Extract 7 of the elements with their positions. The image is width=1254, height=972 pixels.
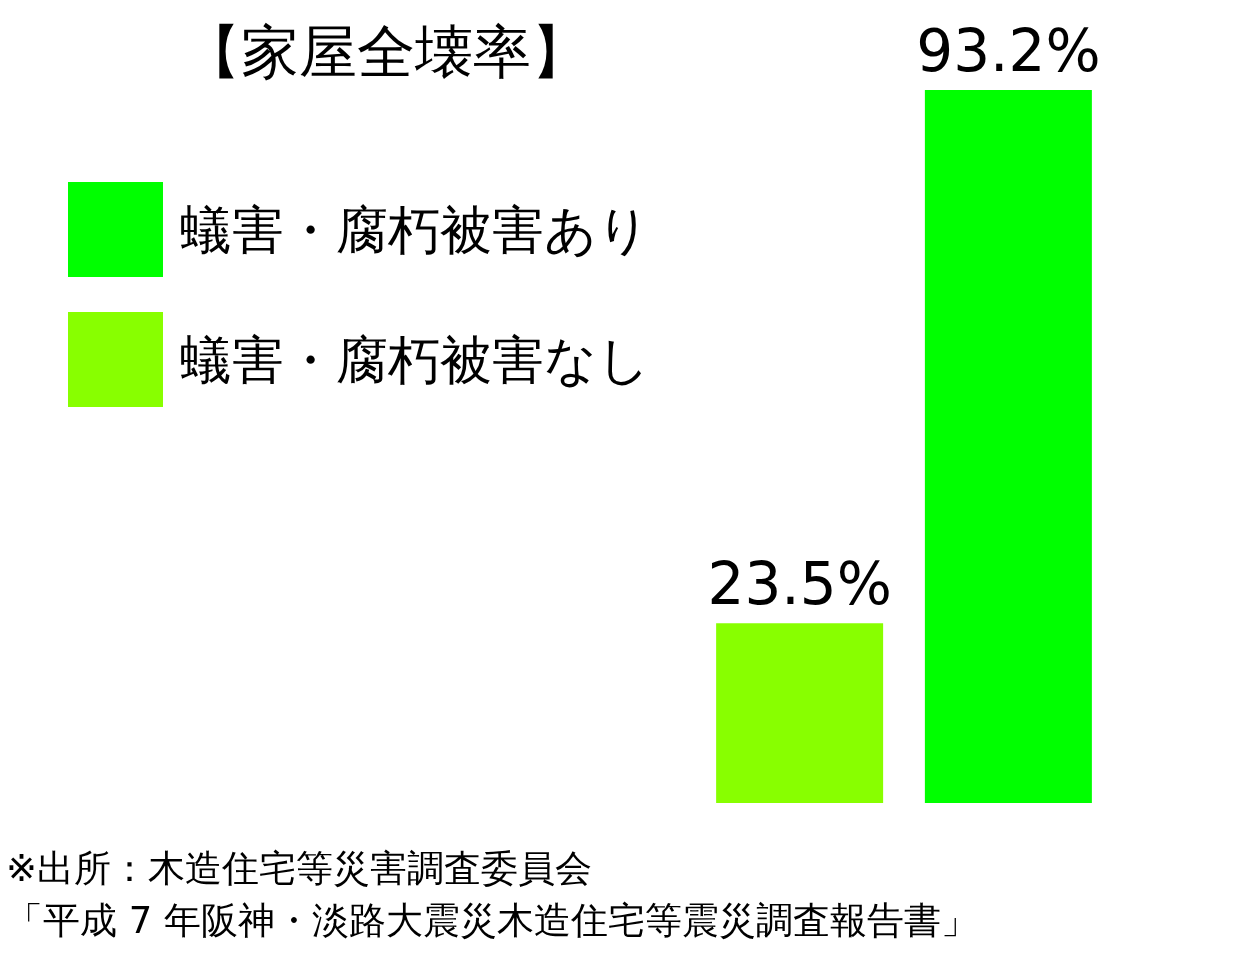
text: ※出所：木造住宅等災害調査委員会 bbox=[6, 847, 593, 890]
legend-label: 蟻害・腐朽被害あり bbox=[180, 199, 650, 260]
legend-label: 蟻害・腐朽被害なし bbox=[180, 329, 650, 390]
chart-title: 【家屋全壊率】 bbox=[183, 18, 589, 86]
text: 「平成 7 年阪神・淡路大震災木造住宅等震災調査報告書」 bbox=[6, 899, 979, 942]
data-label: 23.5% bbox=[707, 550, 892, 619]
data-label: 93.2% bbox=[916, 17, 1101, 85]
